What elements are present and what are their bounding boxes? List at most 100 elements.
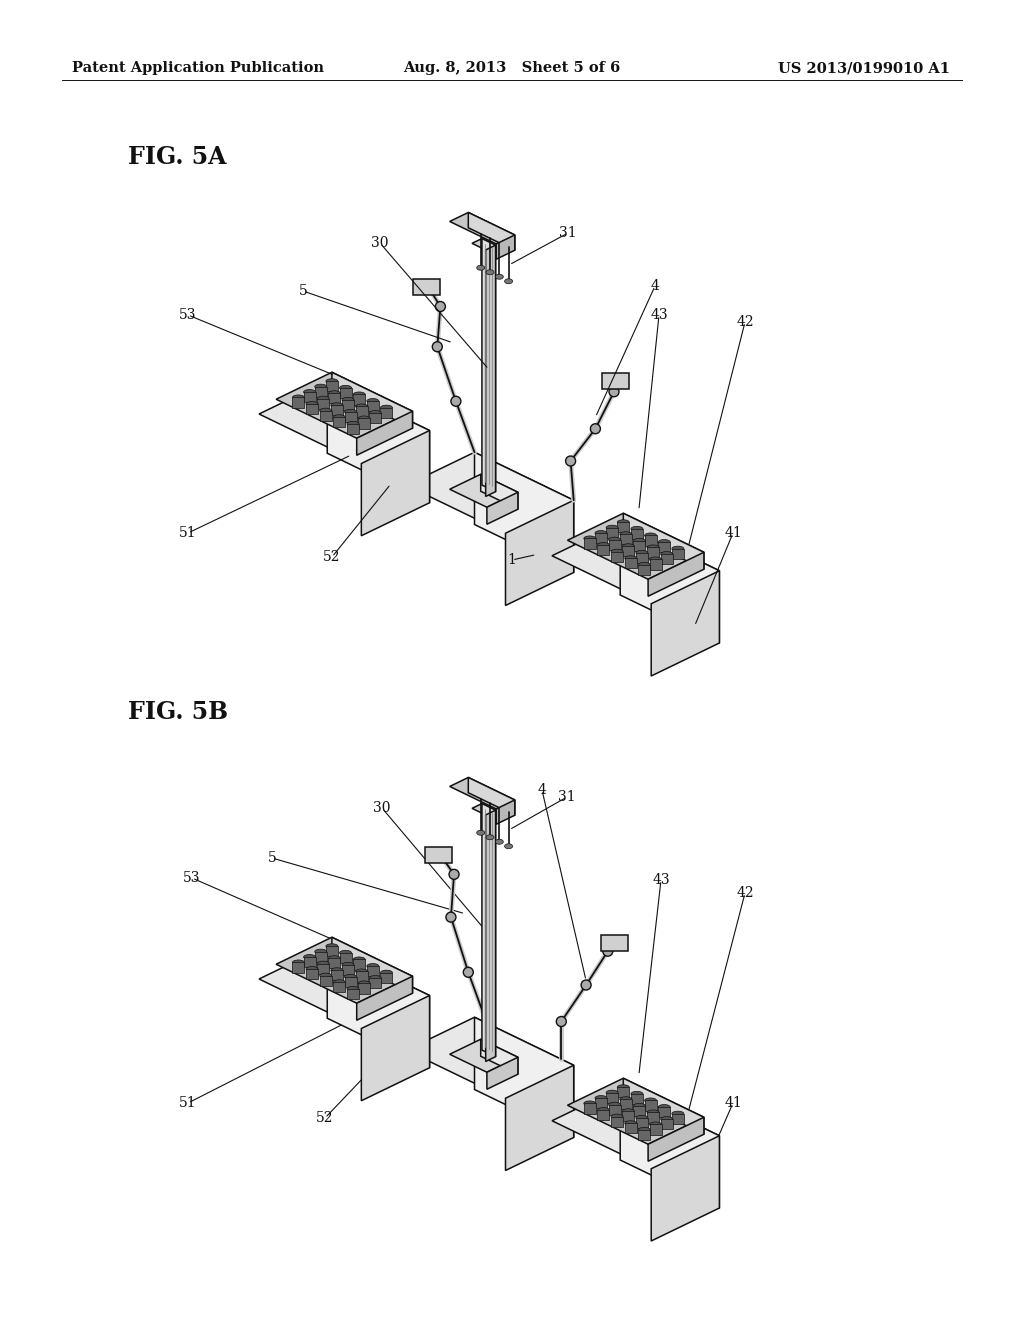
Polygon shape: [358, 983, 370, 994]
Polygon shape: [672, 549, 684, 558]
Polygon shape: [468, 777, 515, 816]
Ellipse shape: [584, 1101, 596, 1106]
Polygon shape: [621, 1088, 720, 1208]
Text: Patent Application Publication: Patent Application Publication: [72, 61, 324, 75]
Circle shape: [591, 424, 600, 434]
Text: 5: 5: [267, 851, 276, 865]
Ellipse shape: [595, 531, 607, 536]
Ellipse shape: [367, 399, 379, 404]
Polygon shape: [606, 1093, 618, 1102]
Polygon shape: [620, 1100, 632, 1109]
Polygon shape: [472, 804, 496, 814]
Text: 41: 41: [724, 1096, 741, 1110]
Text: 51: 51: [179, 525, 197, 540]
Polygon shape: [624, 1078, 703, 1134]
Polygon shape: [602, 372, 629, 389]
Ellipse shape: [326, 944, 338, 949]
Circle shape: [581, 979, 591, 990]
Text: 42: 42: [736, 886, 754, 900]
Text: 41: 41: [724, 525, 741, 540]
Polygon shape: [660, 1119, 673, 1129]
Ellipse shape: [334, 979, 345, 985]
Polygon shape: [334, 982, 345, 993]
Ellipse shape: [381, 970, 392, 975]
Polygon shape: [651, 1135, 720, 1241]
Polygon shape: [623, 1111, 634, 1122]
Circle shape: [450, 870, 459, 879]
Polygon shape: [658, 543, 671, 552]
Ellipse shape: [608, 537, 621, 543]
Polygon shape: [660, 554, 673, 564]
Polygon shape: [644, 536, 656, 545]
Circle shape: [445, 912, 456, 923]
Ellipse shape: [344, 974, 356, 979]
Circle shape: [609, 387, 618, 397]
Polygon shape: [353, 395, 366, 405]
Ellipse shape: [606, 525, 618, 531]
Ellipse shape: [381, 405, 392, 411]
Ellipse shape: [331, 968, 343, 973]
Text: 1: 1: [511, 1115, 519, 1129]
Polygon shape: [552, 523, 720, 603]
Ellipse shape: [617, 1085, 630, 1090]
Text: 30: 30: [372, 236, 389, 249]
Ellipse shape: [342, 962, 354, 968]
Polygon shape: [370, 413, 381, 424]
Text: 5: 5: [299, 284, 307, 298]
Circle shape: [451, 396, 461, 407]
Polygon shape: [331, 405, 343, 416]
Polygon shape: [624, 513, 703, 569]
Polygon shape: [326, 946, 338, 957]
Polygon shape: [356, 412, 413, 455]
Ellipse shape: [595, 1096, 607, 1101]
Ellipse shape: [634, 539, 645, 544]
Polygon shape: [450, 777, 515, 809]
Ellipse shape: [347, 986, 359, 991]
Polygon shape: [319, 975, 332, 986]
Ellipse shape: [617, 520, 630, 525]
Text: 31: 31: [559, 226, 577, 240]
Ellipse shape: [631, 527, 643, 532]
Polygon shape: [611, 552, 623, 562]
Polygon shape: [381, 408, 392, 418]
Polygon shape: [621, 523, 720, 643]
Polygon shape: [506, 1065, 573, 1171]
Polygon shape: [606, 528, 618, 537]
Circle shape: [463, 968, 473, 977]
Ellipse shape: [306, 966, 318, 972]
Ellipse shape: [611, 549, 623, 554]
Ellipse shape: [672, 1111, 684, 1117]
Circle shape: [432, 342, 442, 351]
Polygon shape: [472, 239, 496, 249]
Ellipse shape: [631, 1092, 643, 1097]
Polygon shape: [625, 1123, 637, 1134]
Polygon shape: [407, 453, 573, 533]
Polygon shape: [623, 546, 634, 557]
Ellipse shape: [293, 395, 304, 400]
Ellipse shape: [358, 981, 370, 986]
Ellipse shape: [334, 414, 345, 420]
Ellipse shape: [340, 950, 351, 956]
Polygon shape: [497, 235, 515, 259]
Polygon shape: [450, 1039, 518, 1072]
Polygon shape: [638, 1130, 650, 1140]
Polygon shape: [648, 552, 703, 597]
Polygon shape: [597, 1110, 609, 1121]
Ellipse shape: [625, 1121, 637, 1126]
Polygon shape: [353, 960, 366, 970]
Polygon shape: [259, 946, 429, 1028]
Polygon shape: [450, 474, 518, 507]
Polygon shape: [356, 977, 413, 1020]
Polygon shape: [303, 957, 315, 968]
Polygon shape: [367, 966, 379, 977]
Polygon shape: [317, 399, 330, 409]
Polygon shape: [485, 810, 496, 1061]
Ellipse shape: [636, 1115, 648, 1121]
Polygon shape: [658, 1107, 671, 1117]
Ellipse shape: [608, 1102, 621, 1107]
Ellipse shape: [625, 556, 637, 561]
Ellipse shape: [486, 834, 494, 840]
Polygon shape: [344, 412, 356, 422]
Polygon shape: [647, 1113, 659, 1122]
Text: 52: 52: [316, 1111, 334, 1125]
